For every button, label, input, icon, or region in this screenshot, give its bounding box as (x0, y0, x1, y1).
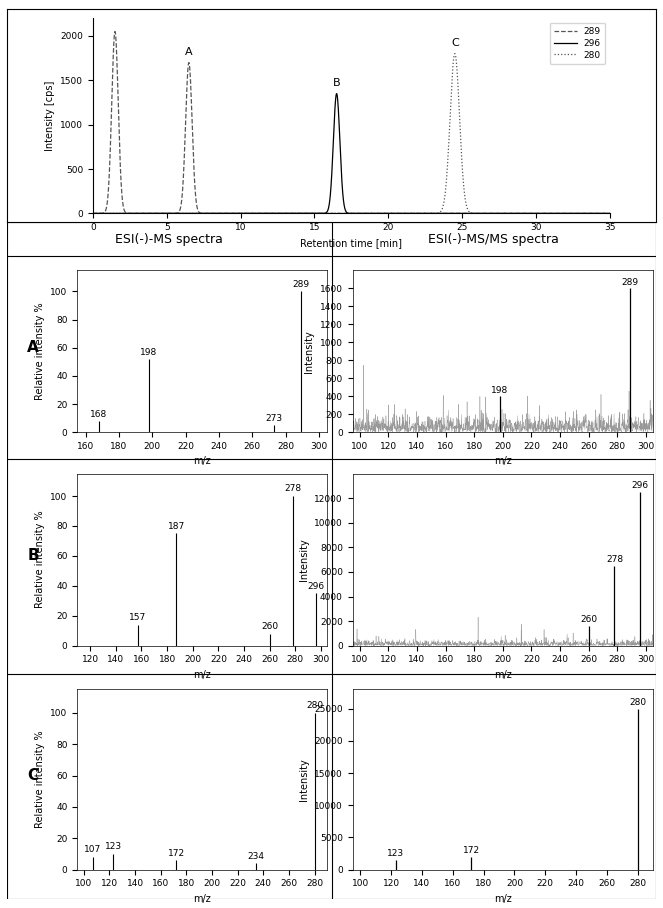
Y-axis label: Relative intensity %: Relative intensity % (35, 731, 45, 828)
Text: A: A (27, 340, 39, 355)
Y-axis label: Intensity: Intensity (298, 758, 308, 801)
X-axis label: m/z: m/z (494, 670, 512, 680)
Text: 198: 198 (491, 386, 509, 395)
Text: 123: 123 (387, 849, 404, 858)
Y-axis label: Relative intensity %: Relative intensity % (35, 302, 45, 400)
Text: 289: 289 (622, 278, 638, 287)
Text: 278: 278 (606, 555, 623, 564)
Text: 289: 289 (292, 280, 310, 289)
Y-axis label: Intensity: Intensity (304, 330, 314, 372)
Text: ESI(-)-MS spectra: ESI(-)-MS spectra (115, 232, 223, 246)
Text: 296: 296 (308, 582, 324, 591)
Y-axis label: Relative intensity %: Relative intensity % (35, 511, 45, 608)
Text: 187: 187 (168, 522, 185, 531)
Text: ESI(-)-MS/MS spectra: ESI(-)-MS/MS spectra (428, 232, 560, 246)
Text: 280: 280 (306, 701, 323, 710)
Text: B: B (27, 548, 39, 563)
Text: 278: 278 (284, 485, 302, 493)
Text: B: B (333, 78, 340, 88)
Y-axis label: Intensity: Intensity (298, 538, 308, 581)
Text: C: C (28, 767, 38, 783)
Text: 234: 234 (247, 852, 264, 861)
Text: 260: 260 (580, 616, 597, 625)
Text: 157: 157 (129, 613, 147, 622)
Legend: 289, 296, 280: 289, 296, 280 (550, 23, 605, 64)
Text: C: C (451, 38, 459, 48)
X-axis label: m/z: m/z (494, 893, 512, 904)
Text: 168: 168 (90, 410, 107, 419)
Text: 172: 172 (168, 849, 185, 857)
Text: 172: 172 (463, 846, 480, 855)
Text: 280: 280 (629, 698, 646, 707)
Text: 123: 123 (105, 843, 122, 852)
Text: 107: 107 (84, 845, 101, 854)
X-axis label: m/z: m/z (494, 457, 512, 467)
Text: 260: 260 (261, 622, 278, 631)
Text: 296: 296 (632, 481, 649, 490)
X-axis label: Retention time [min]: Retention time [min] (300, 238, 402, 248)
Text: 198: 198 (141, 348, 158, 357)
Text: A: A (185, 47, 193, 57)
X-axis label: m/z: m/z (194, 457, 211, 467)
Text: 273: 273 (265, 414, 282, 423)
X-axis label: m/z: m/z (194, 893, 211, 904)
X-axis label: m/z: m/z (194, 670, 211, 680)
Y-axis label: Intensity [cps]: Intensity [cps] (44, 81, 54, 151)
